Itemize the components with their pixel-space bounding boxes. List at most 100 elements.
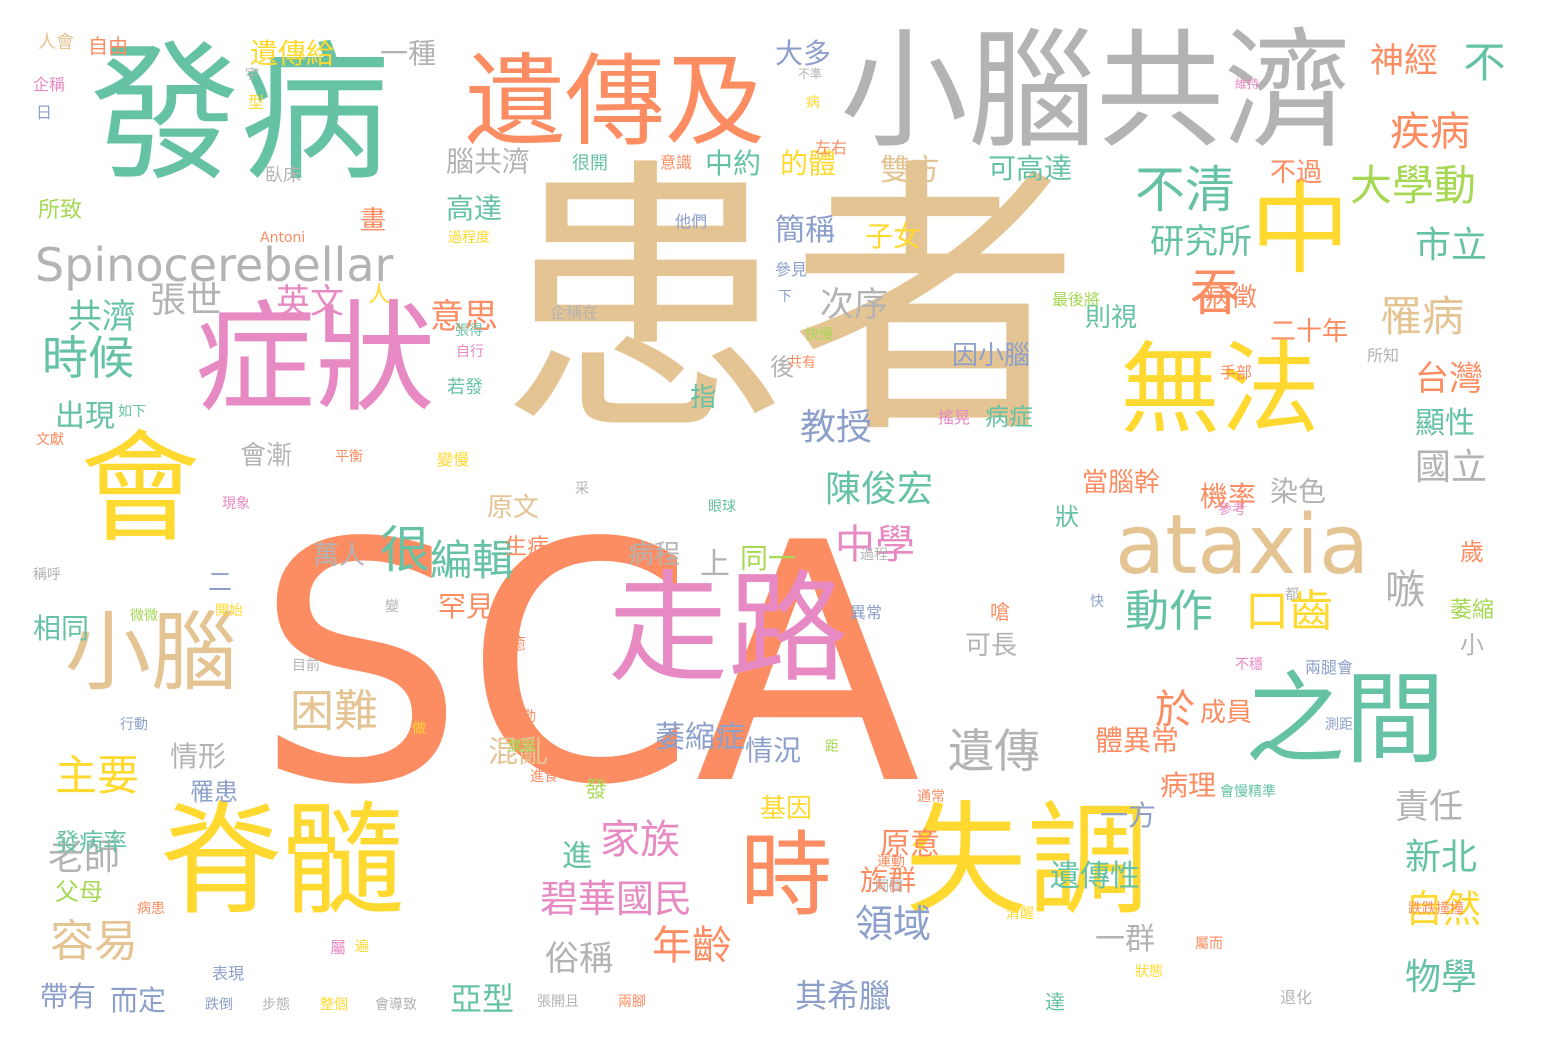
cloud-word: 罹病 [1380, 292, 1465, 341]
cloud-word: 疾病 [1390, 109, 1470, 155]
cloud-word: 自由 [88, 34, 128, 58]
cloud-word: 如下 [118, 404, 146, 420]
cloud-word: 領域 [855, 902, 932, 946]
cloud-word: 腦共濟 [446, 145, 531, 178]
cloud-word: 其希臘 [795, 977, 892, 1015]
cloud-word: 萬人 [313, 541, 366, 571]
cloud-word: 不過 [1270, 158, 1323, 188]
cloud-word: 大學動 [1350, 161, 1477, 210]
cloud-word: 人 [368, 283, 391, 308]
cloud-word: 之間 [1245, 661, 1445, 778]
cloud-word: 很開 [572, 153, 608, 174]
cloud-word: 萎縮症 [655, 720, 745, 755]
cloud-word: 意思 [430, 297, 498, 337]
cloud-word: 高達 [446, 192, 503, 225]
cloud-word: 退化 [1280, 988, 1313, 1007]
cloud-word: 次序 [820, 285, 888, 325]
cloud-word: 體異常 [1095, 724, 1180, 757]
cloud-word: 年齡 [652, 923, 732, 969]
cloud-word: 後 [770, 353, 794, 381]
cloud-word: 情況 [745, 734, 802, 767]
cloud-word: 因小腦 [952, 341, 1031, 371]
cloud-word: 罕見 [438, 590, 495, 623]
cloud-word: 臥床 [265, 165, 301, 186]
cloud-word: 下 [778, 289, 792, 305]
cloud-word: 不清 [1135, 161, 1235, 219]
cloud-word: 無法 [1120, 331, 1320, 448]
cloud-word: 張世 [150, 280, 223, 321]
cloud-word: 病理 [1160, 769, 1217, 802]
cloud-word: 運動 [877, 854, 905, 870]
cloud-word: 主要 [55, 751, 140, 800]
cloud-word: 做 [412, 721, 426, 737]
cloud-word: 搖晃 [938, 408, 971, 427]
cloud-word: 病患 [137, 901, 165, 917]
cloud-word: 參見 [775, 260, 808, 279]
cloud-word: 過程 [860, 547, 888, 563]
cloud-word: 責任 [1395, 787, 1463, 827]
cloud-word: 時 [740, 822, 833, 929]
cloud-word: 教授 [800, 407, 873, 448]
cloud-word: 中約 [705, 147, 762, 180]
cloud-word: 病程 [628, 540, 681, 570]
cloud-word: 走路 [608, 560, 848, 699]
cloud-word: 通常 [917, 789, 945, 805]
cloud-word: 跌跌撞撞 [1408, 901, 1464, 917]
cloud-word: 參考 [1218, 502, 1246, 518]
cloud-word: 不準 [798, 67, 823, 81]
cloud-word: 會 [80, 420, 200, 559]
cloud-word: 自行 [456, 344, 484, 360]
cloud-word: 企稱在 [550, 303, 599, 322]
cloud-word: 當腦幹 [1082, 468, 1161, 498]
cloud-word: 達 [1045, 990, 1065, 1014]
cloud-word: 所知 [1367, 346, 1400, 365]
cloud-word: 整個 [320, 997, 348, 1013]
cloud-word: 測距 [1325, 717, 1353, 733]
cloud-word: 簡稱 [775, 213, 835, 248]
cloud-word: 研究所 [1150, 222, 1252, 262]
cloud-word: 小 [1460, 631, 1484, 659]
cloud-word: 跌倒 [205, 997, 233, 1013]
cloud-word: 會導致 [375, 997, 417, 1013]
cloud-word: 人會 [38, 32, 74, 53]
cloud-word: 成員 [1200, 698, 1253, 728]
cloud-word: 病 [806, 95, 820, 111]
cloud-word: 微微 [130, 608, 158, 624]
cloud-word: 進食 [530, 769, 558, 785]
cloud-word: 發病率 [55, 828, 127, 856]
cloud-word: 癒 [510, 634, 527, 653]
cloud-word: 很 [380, 521, 430, 579]
cloud-word: 歲 [1460, 538, 1484, 566]
cloud-word: 吞 [1190, 264, 1240, 322]
cloud-word: SCA [255, 473, 921, 857]
cloud-word: 狀態 [1135, 964, 1163, 980]
cloud-word: 中學 [835, 522, 915, 568]
cloud-word: 大多 [775, 37, 832, 70]
cloud-word: 市立 [1415, 225, 1488, 266]
cloud-word: 同間 [875, 879, 903, 895]
cloud-word: 原意 [880, 827, 940, 862]
cloud-word: 同一 [740, 542, 797, 575]
cloud-word: 一群 [1095, 922, 1155, 957]
cloud-word: 病症 [985, 403, 1033, 431]
cloud-word: 二十年 [1270, 317, 1349, 347]
cloud-word: 狀 [1055, 503, 1079, 531]
cloud-word: 動作 [1125, 586, 1213, 637]
cloud-word: Spinocerebellar [35, 238, 394, 292]
cloud-word: 嗾 [1385, 567, 1425, 613]
cloud-word: 時候 [42, 331, 134, 385]
cloud-word: 步態 [262, 997, 290, 1013]
cloud-word: 發 [585, 778, 608, 803]
cloud-word: 遺傳 [948, 724, 1040, 778]
cloud-word: 若發 [447, 377, 483, 398]
cloud-word: 而定 [110, 984, 167, 1017]
cloud-word: 可長 [965, 631, 1018, 661]
cloud-word: 口齒 [1245, 586, 1333, 637]
cloud-word: 族群 [860, 864, 917, 897]
cloud-word: 一方 [1100, 799, 1157, 832]
cloud-word: 家族 [600, 817, 680, 863]
cloud-word: 亞型 [450, 980, 515, 1018]
cloud-word: 相同 [33, 612, 90, 645]
cloud-word: 罹患 [190, 778, 238, 806]
cloud-word: 出現 [55, 399, 115, 434]
